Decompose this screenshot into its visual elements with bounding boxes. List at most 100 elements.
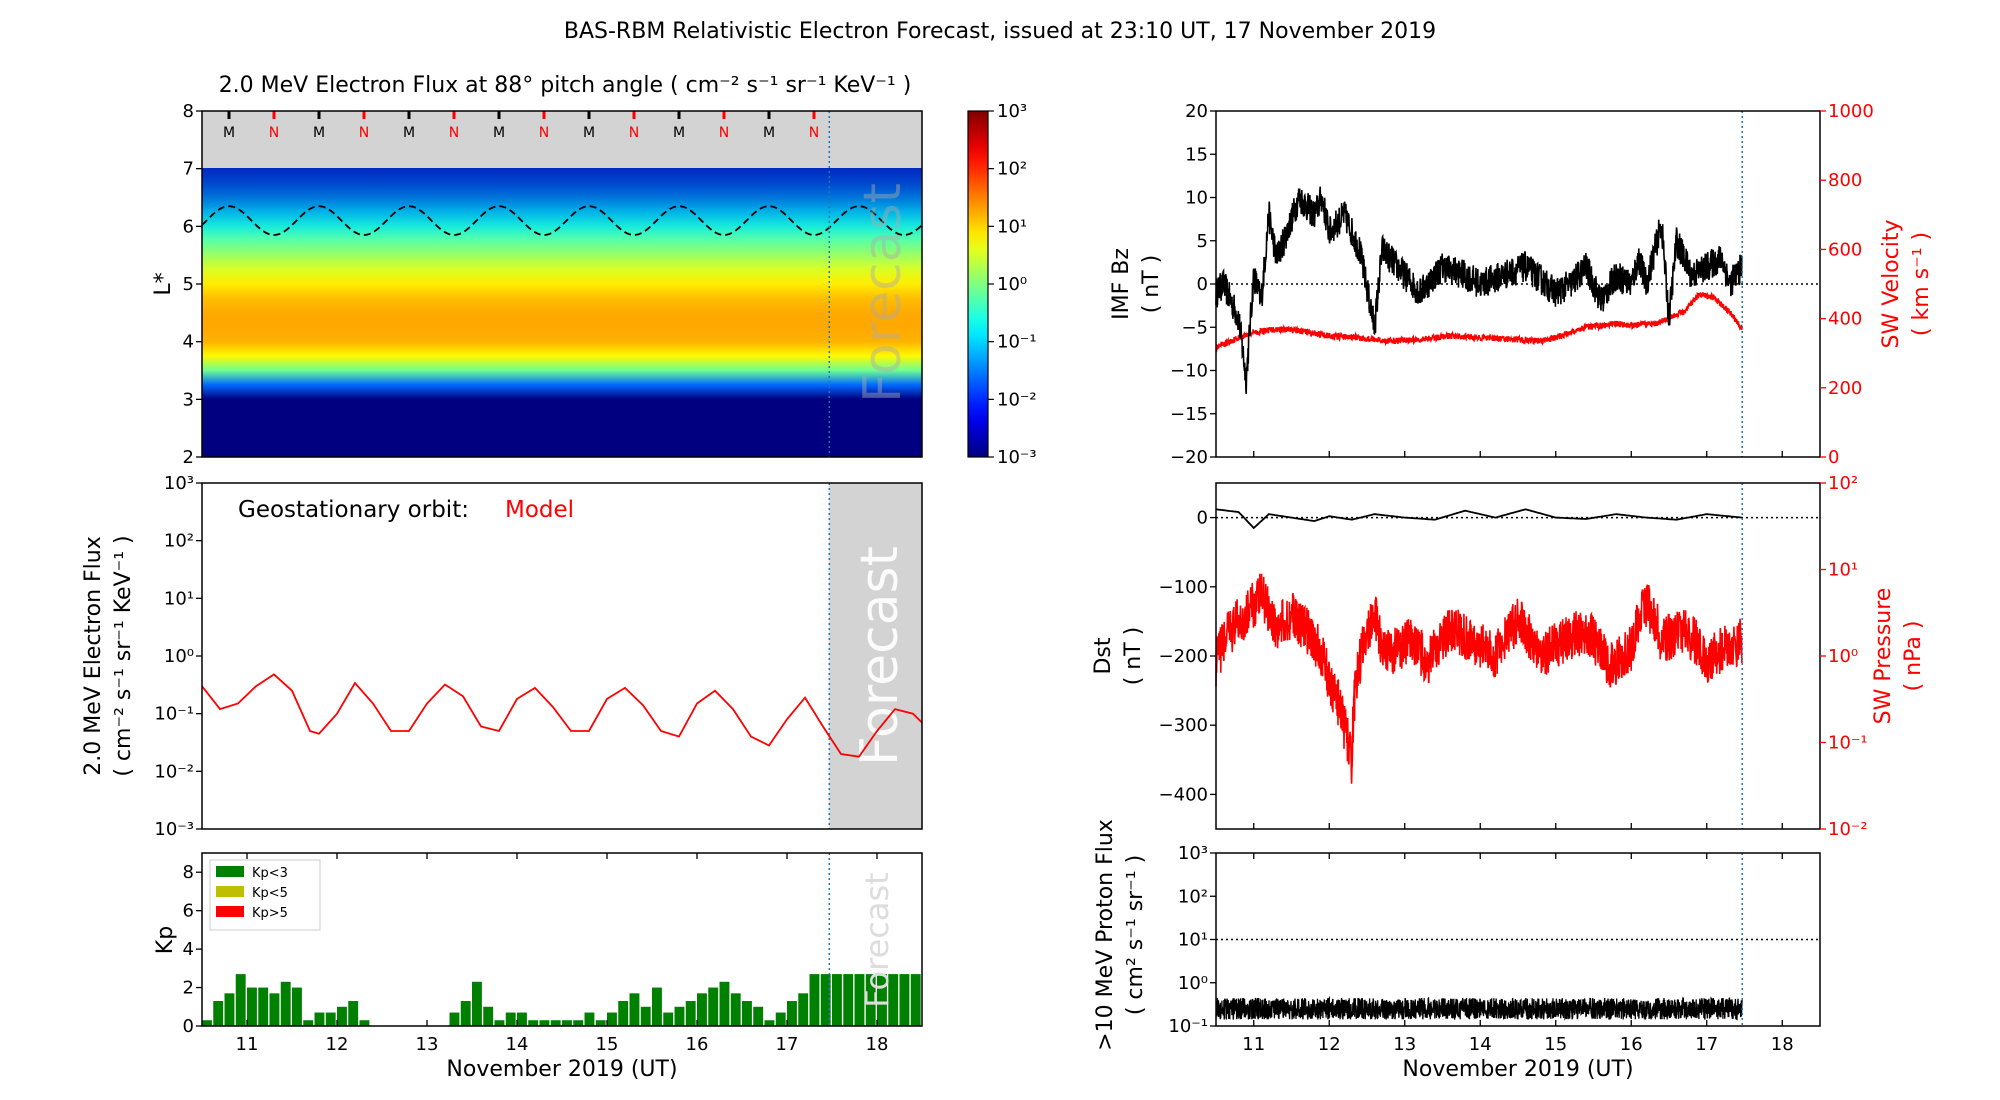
dst-y-ticks: 0 −100 −200 −300 −400: [1159, 508, 1216, 805]
imf-y-right-tick-label: 0: [1828, 447, 1839, 468]
kp-bar: [460, 1001, 471, 1026]
kp-bar: [730, 993, 741, 1026]
kp-bar: [775, 1012, 786, 1026]
kp-legend-label: Kp>5: [252, 906, 288, 921]
figure-title: BAS-RBM Relativistic Electron Forecast, …: [564, 19, 1436, 44]
kp-bar: [213, 1001, 224, 1026]
kp-forecast-label: Forecast: [858, 872, 896, 1007]
x-tick-label: 16: [686, 1034, 709, 1055]
geo-frame: [201, 482, 923, 830]
geo-ylabel-units: ( cm⁻² s⁻¹ sr⁻¹ KeV⁻¹ ): [111, 535, 136, 776]
dst-x-ticks: [1253, 823, 1783, 829]
kp-legend-swatch: [216, 906, 244, 917]
kp-bar: [505, 1012, 516, 1026]
kp-bar: [652, 987, 662, 1026]
imf-y-tick-label: −10: [1170, 361, 1208, 382]
kp-bar: [910, 974, 921, 1026]
mlt-marker-label: N: [449, 125, 459, 141]
lstar-mlt-band: [202, 111, 922, 168]
proton-x-ticks: 11 12 13 14 15 16 17 18: [1242, 853, 1794, 1055]
imf-y-tick-label: −5: [1181, 317, 1208, 338]
lstar-title: 2.0 MeV Electron Flux at 88° pitch angle…: [219, 73, 912, 98]
dst-ylabel: Dst: [1091, 637, 1116, 674]
proton-y-tick-label: 10⁰: [1178, 973, 1208, 994]
kp-bar: [348, 1001, 359, 1026]
geo-y-tick-label: 10³: [164, 473, 194, 494]
lstar-y-tick-label: 5: [183, 274, 194, 295]
kp-bar: [708, 987, 719, 1026]
kp-bar: [494, 1020, 505, 1026]
imf-ylabel-unit: ( nT ): [1139, 255, 1164, 314]
dst-ylabel-right: SW Pressure: [1871, 588, 1896, 725]
kp-bar: [359, 1020, 370, 1026]
kp-bar: [528, 1020, 539, 1026]
lstar-y-tick-label: 3: [183, 389, 194, 410]
geo-model-line: [201, 673, 923, 758]
dst-ylabel-unit: ( nT ): [1121, 627, 1146, 686]
mlt-marker-label: M: [583, 125, 595, 141]
mlt-marker-label: N: [539, 125, 549, 141]
dst-line: [1215, 508, 1742, 530]
kp-bar: [247, 987, 257, 1026]
lstar-geo-orbit-line: [201, 205, 923, 236]
dst-y-right-tick-label: 10²: [1828, 473, 1858, 494]
kp-bar: [258, 987, 269, 1026]
kp-y-tick-label: 6: [183, 901, 194, 922]
dst-y-tick-label: −400: [1159, 784, 1208, 805]
kp-bar: [607, 1012, 617, 1026]
lstar-heatmap-shade: [202, 168, 922, 238]
kp-bar: [865, 974, 876, 1026]
kp-bar: [742, 1001, 752, 1026]
lstar-y-tick-label: 7: [183, 159, 194, 180]
proton-y-ticks: 10⁻¹ 10⁰ 10¹ 10² 10³: [1168, 843, 1216, 1037]
kp-bar: [539, 1020, 550, 1026]
kp-bar: [899, 974, 910, 1026]
imf-y-tick-label: −15: [1170, 404, 1208, 425]
kp-y-tick-label: 8: [183, 862, 194, 883]
geo-y-tick-label: 10⁻¹: [154, 704, 194, 725]
geo-annotation-model: Model: [505, 497, 574, 523]
kp-bar: [584, 1012, 595, 1026]
x-tick-label: 18: [866, 1034, 889, 1055]
kp-bar: [685, 1001, 696, 1026]
x-tick-label: 12: [326, 1034, 349, 1055]
imf-x-ticks: [1253, 451, 1783, 457]
imf-ylabel: IMF Bz: [1109, 248, 1134, 320]
dst-y-right-tick-label: 10⁻²: [1828, 819, 1868, 840]
lstar-y-tick-label: 4: [183, 332, 194, 353]
x-tick-label: 15: [596, 1034, 619, 1055]
right-xlabel: November 2019 (UT): [1402, 1057, 1633, 1082]
mlt-marker-label: M: [763, 125, 775, 141]
x-tick-label: 13: [416, 1034, 439, 1055]
proton-flux-line: [1215, 995, 1743, 1021]
imf-y-right-tick-label: 200: [1828, 378, 1862, 399]
kp-bar: [314, 1012, 325, 1026]
imf-y-tick-label: −20: [1170, 447, 1208, 468]
proton-y-tick-label: 10²: [1178, 886, 1208, 907]
x-tick-label: 16: [1620, 1034, 1643, 1055]
colorbar-tick-label: 10¹: [997, 216, 1027, 237]
imf-y-right-tick-label: 400: [1828, 309, 1862, 330]
imf-y-ticks-right: 0 200 400 600 800 1000: [1820, 101, 1874, 468]
kp-bar: [820, 974, 831, 1026]
kp-bar: [753, 1006, 764, 1026]
kp-legend-label: Kp<5: [252, 886, 288, 901]
lstar-panel: 2.0 MeV Electron Flux at 88° pitch angle…: [151, 73, 1037, 468]
kp-bar: [472, 981, 482, 1026]
kp-bar: [674, 1006, 685, 1026]
x-tick-label: 14: [506, 1034, 529, 1055]
kp-bar: [877, 974, 887, 1026]
geo-ylabel: 2.0 MeV Electron Flux: [81, 536, 106, 776]
kp-bar: [562, 1020, 572, 1026]
kp-legend-swatch: [216, 866, 244, 877]
kp-bar: [832, 974, 842, 1026]
geo-y-tick-label: 10¹: [164, 588, 194, 609]
kp-bar: [764, 1020, 775, 1026]
mlt-marker-label: M: [313, 125, 325, 141]
geo-y-tick-label: 10⁰: [164, 646, 194, 667]
x-tick-label: 11: [1242, 1034, 1265, 1055]
kp-panel: Forecast Kp<3 Kp<5 Kp>5 0 2 4 6 8 11 12 13 14 15 16…: [153, 852, 923, 1082]
kp-y-tick-label: 0: [183, 1016, 194, 1037]
colorbar-ticks: 10⁻³ 10⁻² 10⁻¹ 10⁰ 10¹ 10² 10³: [988, 101, 1037, 468]
